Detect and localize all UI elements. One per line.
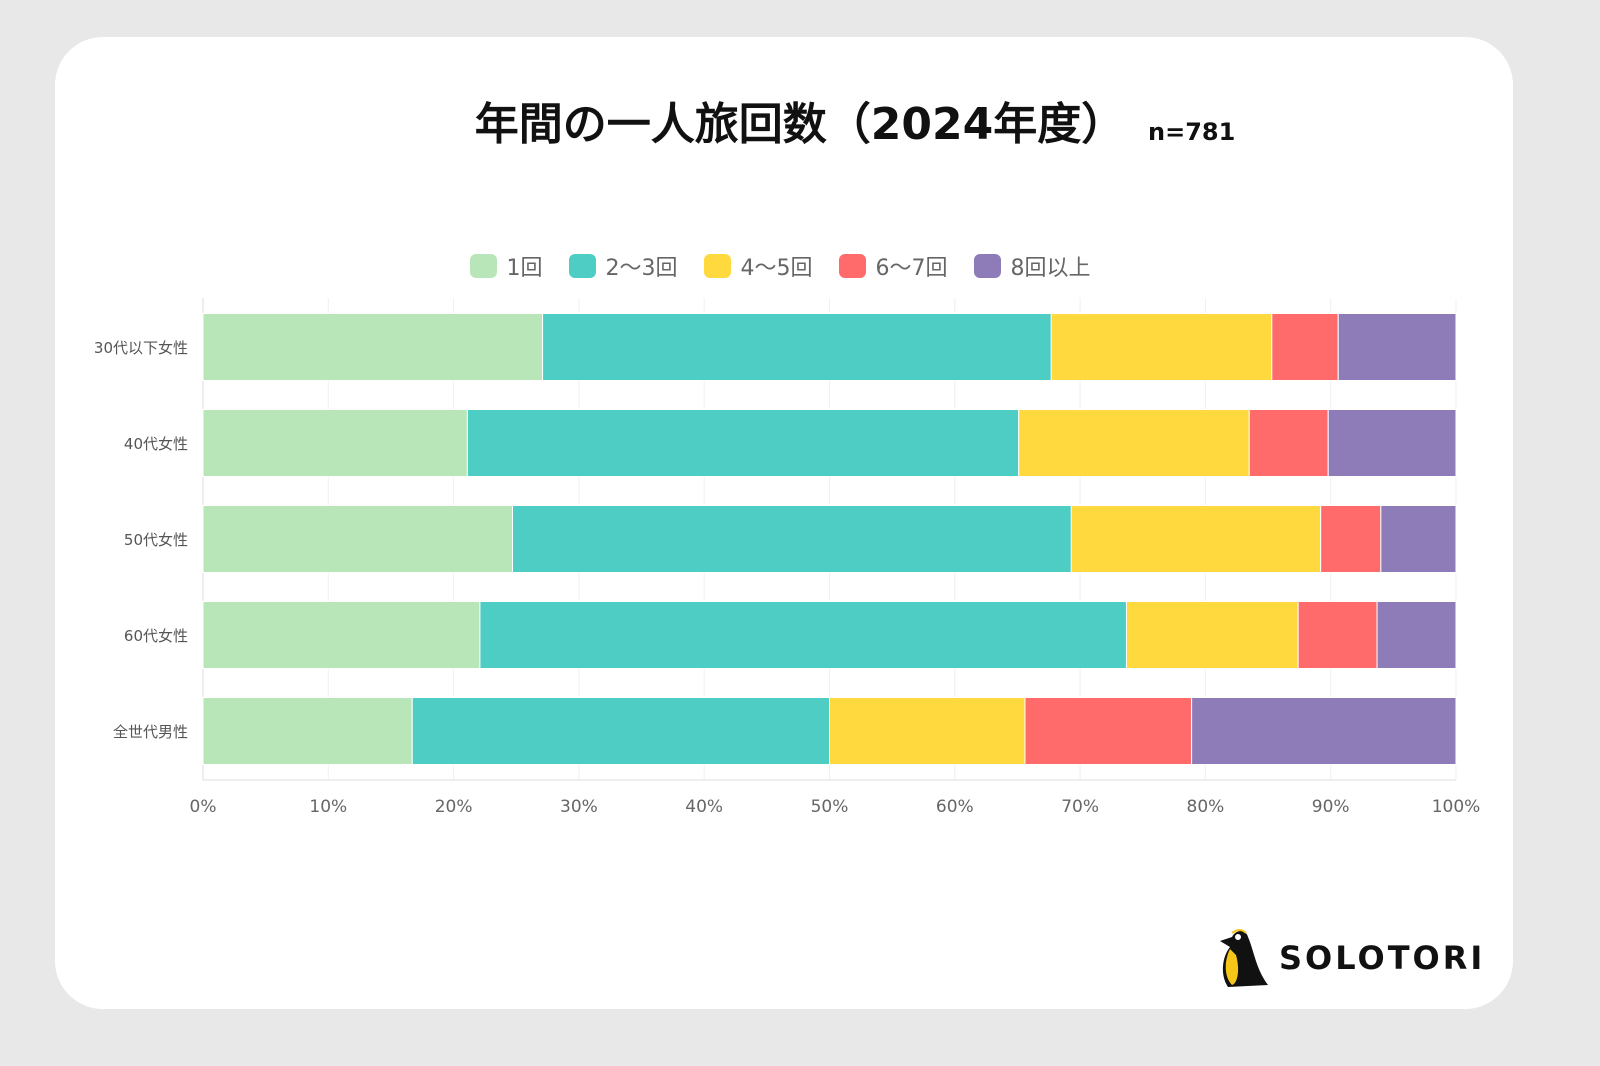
bar-segment	[1380, 505, 1457, 573]
bar-segment	[511, 505, 1072, 573]
bar-segment	[829, 697, 1026, 765]
bar-segment	[1327, 409, 1457, 477]
legend-swatch	[973, 254, 1001, 278]
bar-segment	[1297, 601, 1378, 669]
bar-segment	[1337, 313, 1457, 381]
bird-logo-icon	[1220, 929, 1268, 987]
bar-segment	[479, 601, 1127, 669]
legend-swatch	[838, 254, 866, 278]
y-tick-label: 60代女性	[124, 627, 188, 645]
legend-item[interactable]: 2〜3回	[568, 250, 678, 282]
logo-text: SOLOTORI	[1279, 938, 1486, 977]
bar-segment	[1376, 601, 1457, 669]
x-tick-label: 90%	[1312, 797, 1350, 817]
bar-segment	[1050, 313, 1273, 381]
bar-segment	[1125, 601, 1299, 669]
bar-segment	[202, 313, 544, 381]
bar-segment	[202, 697, 413, 765]
bar-segment	[542, 313, 1052, 381]
legend-label: 2〜3回	[605, 256, 678, 281]
x-tick-label: 0%	[190, 797, 217, 817]
legend-swatch	[703, 254, 731, 278]
y-tick-label: 40代女性	[124, 435, 188, 453]
bar-segment	[1271, 313, 1339, 381]
x-tick-label: 40%	[685, 797, 723, 817]
legend-label: 1回	[506, 256, 543, 281]
bar-segment	[466, 409, 1020, 477]
bar-segment	[1191, 697, 1457, 765]
x-tick-label: 20%	[435, 797, 473, 817]
bar-segment	[1320, 505, 1382, 573]
y-tick-label: 50代女性	[124, 531, 188, 549]
bar-segment	[1248, 409, 1329, 477]
x-tick-label: 100%	[1432, 797, 1481, 817]
bar-segment	[1024, 697, 1193, 765]
chart-title: 年間の一人旅回数（2024年度）	[474, 99, 1126, 150]
x-tick-label: 80%	[1187, 797, 1225, 817]
y-tick-label: 30代以下女性	[94, 339, 188, 357]
x-tick-label: 50%	[811, 797, 849, 817]
x-tick-label: 70%	[1061, 797, 1099, 817]
logo: SOLOTORI	[1218, 925, 1485, 990]
bar-segment	[202, 601, 481, 669]
x-tick-label: 60%	[936, 797, 974, 817]
legend-item[interactable]: 6〜7回	[838, 250, 948, 282]
bar-segment	[202, 409, 468, 477]
bar-segment	[1070, 505, 1322, 573]
legend-label: 4〜5回	[740, 256, 813, 281]
bar-segment	[1018, 409, 1250, 477]
legend-swatch	[469, 254, 497, 278]
legend-item[interactable]: 8回以上	[973, 250, 1091, 282]
legend-label: 8回以上	[1010, 256, 1091, 281]
legend-swatch	[568, 254, 596, 278]
x-tick-label: 30%	[560, 797, 598, 817]
x-tick-label: 10%	[309, 797, 347, 817]
legend-item[interactable]: 4〜5回	[703, 250, 813, 282]
sample-size: n=781	[1148, 118, 1236, 146]
legend: 1回 2〜3回 4〜5回 6〜7回 8回以上	[0, 250, 1580, 282]
y-tick-label: 全世代男性	[113, 723, 188, 741]
bar-segment	[411, 697, 830, 765]
legend-item[interactable]: 1回	[469, 250, 543, 282]
legend-label: 6〜7回	[875, 256, 948, 281]
bar-segment	[202, 505, 513, 573]
